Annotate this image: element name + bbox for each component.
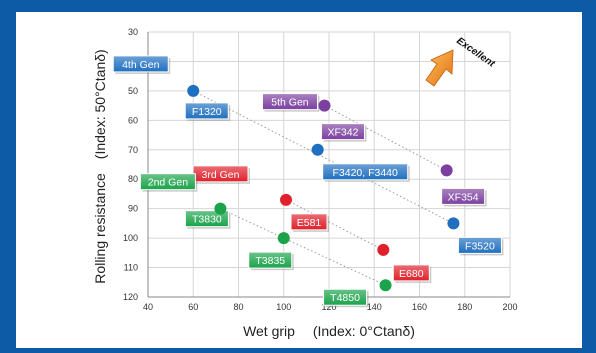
x-tick-label: 100 bbox=[276, 302, 291, 312]
data-point bbox=[187, 84, 200, 97]
point-label: T3835 bbox=[255, 255, 285, 267]
chart-svg: 4060801001201401601802003040506070809010… bbox=[92, 27, 518, 339]
y-tick-label: 70 bbox=[128, 145, 138, 155]
generation-label: 4th Gen bbox=[122, 59, 160, 71]
x-axis-title: Wet grip (Index: 0°Ctanδ) bbox=[243, 323, 415, 339]
point-label-box bbox=[457, 236, 502, 254]
generation-label: 2nd Gen bbox=[148, 177, 188, 189]
trend-line bbox=[193, 90, 454, 224]
point-label: E680 bbox=[399, 268, 424, 280]
point-label-box bbox=[184, 102, 229, 120]
point-label-box bbox=[392, 264, 430, 282]
x-tick-label: 120 bbox=[321, 302, 336, 312]
point-label: F3420, F3440 bbox=[332, 167, 398, 179]
generation-label: 3rd Gen bbox=[202, 169, 240, 181]
data-point bbox=[440, 164, 453, 177]
chart-panel: 4060801001201401601802003040506070809010… bbox=[16, 12, 582, 348]
x-tick-label: 200 bbox=[502, 302, 517, 312]
y-axis-title: Rolling resistance (Index: 50°Ctanδ) bbox=[92, 49, 108, 283]
y-tick-label: 90 bbox=[128, 204, 138, 214]
data-point bbox=[280, 193, 293, 206]
x-tick-label: 40 bbox=[143, 302, 153, 312]
excellent-label: Excellent bbox=[454, 35, 497, 70]
point-label-box bbox=[184, 210, 229, 228]
point-label: F3520 bbox=[465, 240, 495, 252]
excellent-arrow bbox=[425, 49, 454, 87]
y-tick-label: 110 bbox=[124, 263, 138, 273]
data-point bbox=[377, 243, 390, 256]
y-tick-label: 30 bbox=[128, 27, 138, 37]
generation-label-box bbox=[112, 55, 169, 73]
x-tick-label: 60 bbox=[188, 302, 198, 312]
point-label-box bbox=[323, 288, 368, 306]
generation-label-box bbox=[261, 93, 318, 111]
x-tick-label: 80 bbox=[233, 302, 243, 312]
x-tick-label: 180 bbox=[457, 302, 472, 312]
point-label: F1320 bbox=[192, 106, 222, 118]
x-tick-label: 160 bbox=[412, 302, 427, 312]
y-tick-label: 120 bbox=[123, 292, 138, 302]
y-tick-label: 60 bbox=[128, 115, 138, 125]
point-label: T4850 bbox=[330, 292, 360, 304]
data-point bbox=[379, 279, 392, 292]
data-point bbox=[277, 232, 290, 245]
point-label-box bbox=[248, 251, 293, 269]
generation-label: 5th Gen bbox=[271, 97, 309, 109]
point-label: E581 bbox=[297, 217, 322, 229]
point-label-box bbox=[290, 213, 328, 231]
trend-line bbox=[324, 105, 447, 171]
y-tick-label: 50 bbox=[128, 86, 138, 96]
data-point bbox=[447, 217, 460, 230]
point-label: XF354 bbox=[448, 191, 479, 203]
point-label: XF342 bbox=[328, 127, 359, 139]
point-label-box bbox=[441, 187, 486, 205]
data-point bbox=[311, 143, 324, 156]
point-label-box bbox=[320, 123, 365, 141]
point-label: T3830 bbox=[192, 214, 222, 226]
generation-label-box bbox=[139, 173, 196, 191]
data-point bbox=[318, 99, 331, 112]
data-point bbox=[214, 202, 227, 215]
x-tick-label: 140 bbox=[367, 302, 382, 312]
point-label-box bbox=[322, 163, 409, 181]
y-tick-label: 80 bbox=[128, 174, 138, 184]
y-tick-label: 100 bbox=[123, 233, 138, 243]
